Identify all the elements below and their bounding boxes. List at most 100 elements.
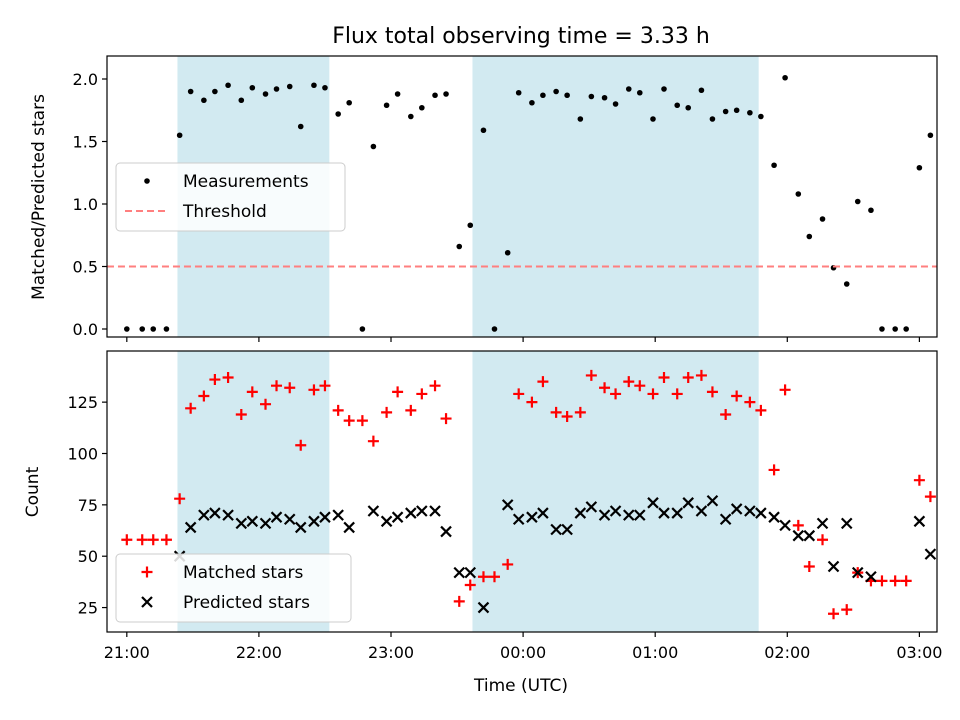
measurement-point [650, 116, 656, 122]
measurement-point [273, 86, 280, 92]
measurement-point [201, 97, 207, 104]
measurement-point [758, 113, 764, 120]
matched-stars-point [429, 380, 441, 392]
top-y-tick-label: 1.0 [73, 195, 98, 214]
measurement-point [795, 191, 802, 197]
matched-stars-point [260, 398, 272, 410]
measurement-point [383, 102, 390, 109]
matched-stars-point [136, 534, 148, 546]
matched-stars-point [416, 388, 428, 400]
matched-stars-point [319, 380, 331, 392]
measurement-point [854, 198, 861, 205]
measurement-point [467, 222, 474, 229]
predicted-stars-point [405, 507, 417, 519]
predicted-stars-point [695, 505, 708, 517]
measurement-point [504, 249, 511, 256]
matched-stars-point [913, 474, 925, 486]
predicted-stars-point [550, 523, 562, 536]
predicted-stars-point [671, 507, 683, 519]
predicted-stars-point [647, 497, 659, 509]
predicted-stars-point [730, 503, 743, 515]
matched-stars-point [537, 376, 549, 388]
matched-stars-point [513, 388, 525, 400]
predicted-stars-point [816, 517, 829, 530]
measurement-point [262, 91, 269, 97]
predicted-stars-point [561, 523, 573, 536]
predicted-stars-point [779, 519, 791, 532]
predicted-stars-point [585, 501, 598, 513]
measurement-point [394, 91, 401, 97]
measurement-point [747, 109, 753, 116]
matched-stars-point [924, 491, 936, 503]
measurement-point [249, 84, 256, 91]
predicted-stars-point [803, 529, 816, 542]
measurement-point [443, 91, 449, 97]
matched-stars-point [841, 604, 853, 616]
matched-stars-point [343, 415, 355, 427]
predicted-stars-point [367, 505, 380, 517]
matched-stars-point [271, 380, 283, 392]
legend-label: Predicted stars [183, 593, 310, 613]
matched-stars-point [658, 371, 670, 383]
predicted-stars-point [319, 511, 331, 523]
top-marks [107, 74, 937, 332]
measurement-point [286, 83, 293, 90]
bottom-y-tick-label: 125 [67, 393, 98, 412]
bottom-y-axis-label: Count [23, 466, 43, 517]
measurement-point [322, 84, 328, 91]
matched-stars-point [367, 435, 379, 447]
predicted-stars-point [706, 494, 719, 507]
predicted-stars-point [246, 515, 259, 528]
measurement-point [540, 92, 546, 99]
matched-stars-point [671, 388, 683, 400]
legend-label: Threshold [182, 202, 267, 222]
matched-stars-point [720, 408, 732, 420]
measurement-point [771, 162, 777, 169]
predicted-stars-point [682, 497, 694, 509]
matched-stars-point [876, 575, 888, 587]
matched-stars-point [356, 415, 368, 427]
matched-stars-point [574, 406, 586, 418]
legend-label: Matched stars [183, 563, 303, 583]
predicted-stars-point [198, 509, 210, 521]
legend-label: Measurements [183, 172, 309, 192]
measurement-point [124, 326, 130, 332]
matched-stars-point [828, 608, 840, 620]
predicted-stars-point [184, 521, 197, 534]
predicted-stars-point [840, 517, 853, 530]
predicted-stars-point [464, 566, 477, 579]
top-legend-box [115, 162, 346, 232]
predicted-stars-point [391, 511, 404, 523]
measurement-point [661, 86, 667, 92]
matched-stars-point [147, 534, 159, 546]
x-axis-label: Time (UTC) [473, 676, 568, 696]
predicted-stars-point [332, 509, 344, 521]
x-tick-label: 02:00 [764, 643, 810, 662]
measurement-point [187, 88, 194, 95]
measurement-point [819, 216, 826, 222]
measurement-point [601, 94, 608, 101]
matched-stars-point [198, 390, 210, 402]
measurement-point [238, 97, 245, 104]
measurement-point [927, 132, 934, 139]
matched-stars-point [453, 595, 465, 607]
x-tick-label: 22:00 [236, 643, 282, 662]
matched-stars-point [550, 406, 562, 418]
bottom-panel: 25 50 75 100 125 21:00 22:00 23:00 00:00 01:00 02:… [67, 350, 942, 662]
matched-stars-point [209, 374, 221, 386]
predicted-stars-point [924, 548, 937, 560]
measurement-point [297, 123, 304, 130]
measurement-point [564, 92, 570, 99]
x-tick-label: 01:00 [632, 643, 678, 662]
measurement-point [588, 93, 595, 100]
matched-stars-point [706, 386, 718, 398]
matched-stars-point [185, 402, 197, 414]
bottom-y-tick-label: 50 [78, 547, 98, 566]
measurement-point [709, 116, 716, 122]
predicted-stars-point [827, 560, 840, 573]
x-tick-label: 23:00 [368, 643, 414, 662]
measurement-point [515, 89, 522, 96]
predicted-stars-point [537, 507, 549, 519]
predicted-stars-point [574, 507, 587, 519]
measurement-point [491, 326, 498, 332]
